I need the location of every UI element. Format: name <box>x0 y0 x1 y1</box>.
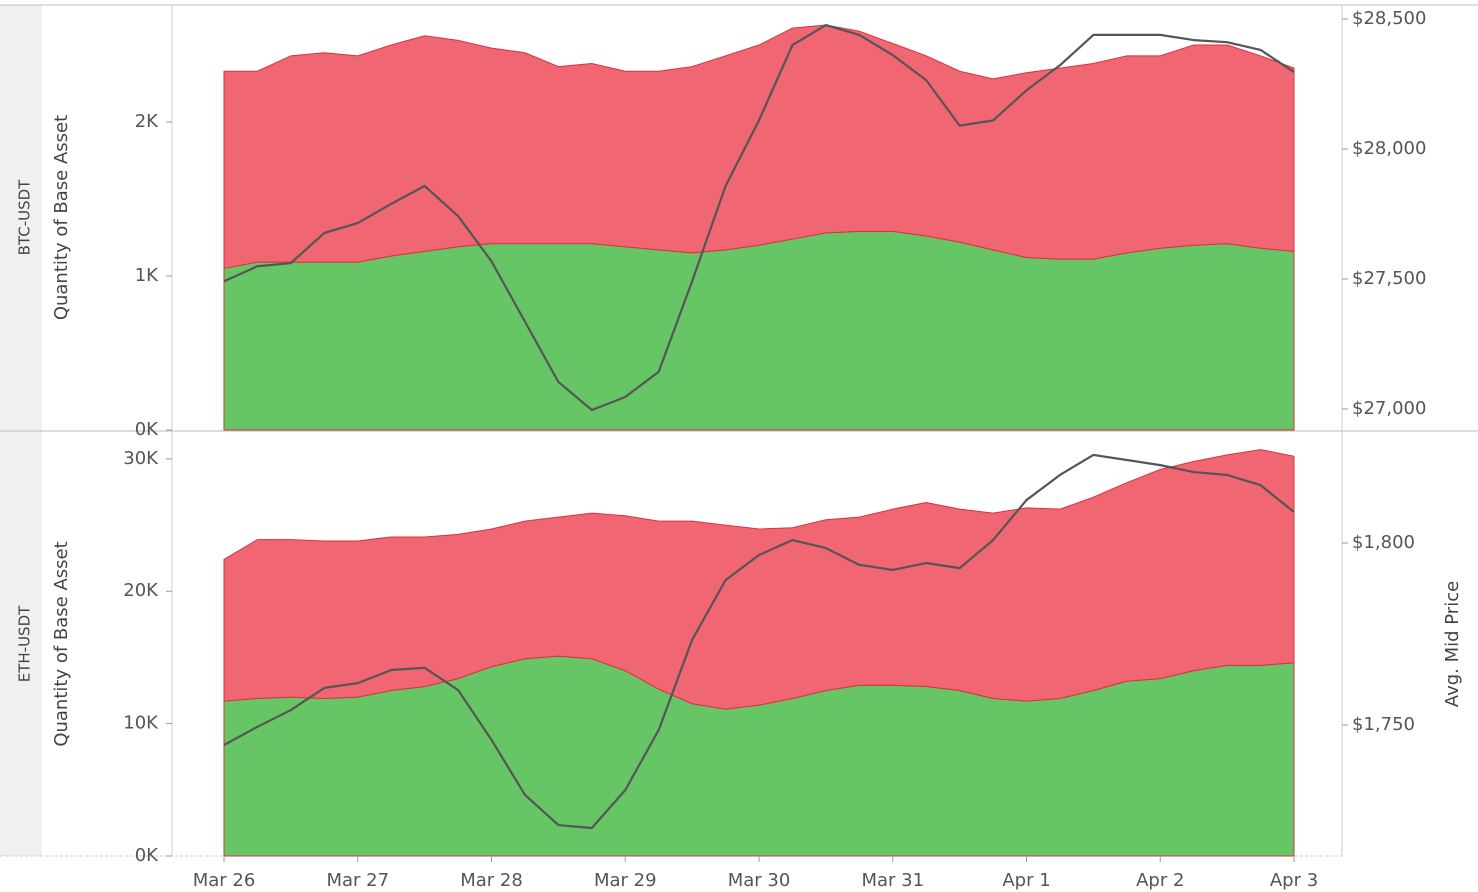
y-tick-label: 2K <box>135 111 159 132</box>
area <box>223 230 1295 431</box>
x-tick-label: Mar 26 <box>193 870 256 891</box>
y-axis-title: Quantity of Base Asset <box>51 541 72 746</box>
price-line <box>223 453 1295 830</box>
price-line <box>223 23 1295 412</box>
y2-tick-label: $27,500 <box>1352 268 1426 289</box>
y2-axis-title: Avg. Mid Price <box>1442 581 1463 707</box>
y-tick-label: 20K <box>123 580 159 601</box>
x-tick-label: Mar 30 <box>728 870 791 891</box>
x-tick-label: Mar 28 <box>460 870 523 891</box>
y-tick-label: 1K <box>135 265 159 286</box>
y-tick-label: 10K <box>123 713 159 734</box>
y2-tick-label: $28,000 <box>1352 138 1426 159</box>
y2-tick-label: $28,500 <box>1352 8 1426 29</box>
x-tick-label: Apr 3 <box>1270 870 1318 891</box>
x-tick-label: Apr 2 <box>1136 870 1184 891</box>
y-tick-label: 30K <box>123 448 159 469</box>
x-tick-label: Mar 29 <box>594 870 657 891</box>
x-tick-label: Apr 1 <box>1002 870 1050 891</box>
y2-tick-label: $27,000 <box>1352 398 1426 419</box>
y-axis-title: Quantity of Base Asset <box>51 115 72 320</box>
y2-tick-label: $1,750 <box>1352 714 1415 735</box>
x-tick-label: Mar 31 <box>861 870 924 891</box>
area <box>223 449 1295 710</box>
x-tick-label: Mar 27 <box>326 870 389 891</box>
y-tick-label: 0K <box>135 419 159 440</box>
row-title: ETH-USDT <box>16 605 34 682</box>
y-tick-label: 0K <box>135 845 159 866</box>
row-title: BTC-USDT <box>16 179 34 256</box>
y2-tick-label: $1,800 <box>1352 532 1415 553</box>
area <box>223 24 1295 269</box>
